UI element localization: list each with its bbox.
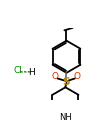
Text: NH: NH bbox=[59, 113, 72, 122]
Text: H: H bbox=[28, 68, 35, 77]
Text: O: O bbox=[52, 72, 59, 81]
Text: O: O bbox=[74, 72, 81, 81]
Text: Cl: Cl bbox=[14, 66, 23, 75]
Text: S: S bbox=[63, 77, 70, 87]
